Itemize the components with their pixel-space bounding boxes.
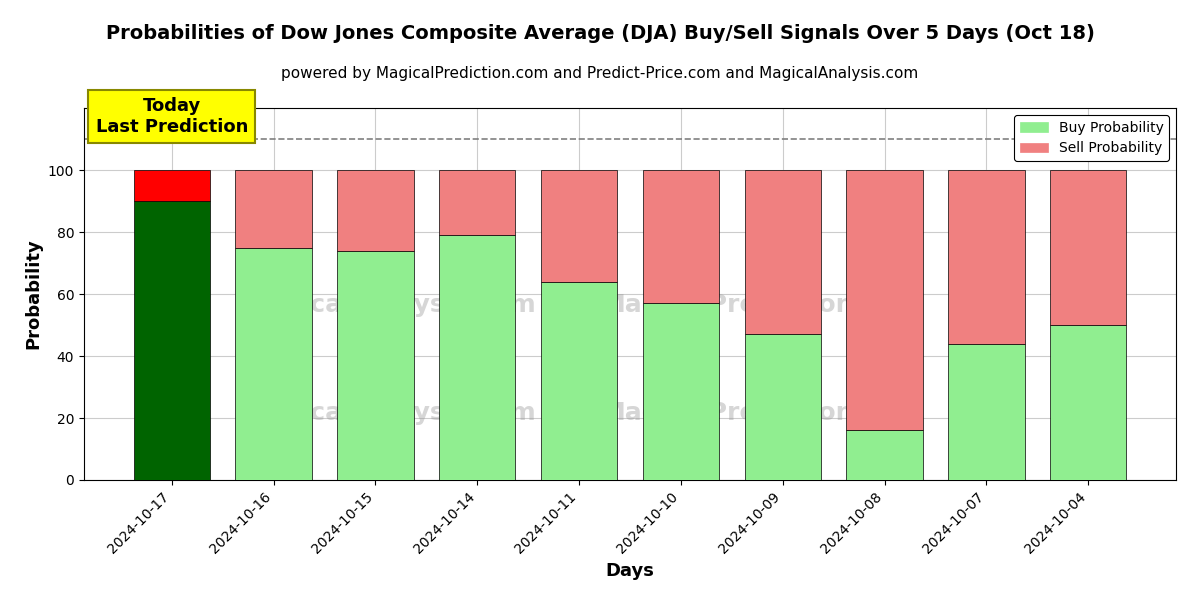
Bar <box>439 235 516 480</box>
Y-axis label: Probability: Probability <box>24 239 42 349</box>
Text: MagicalPrediction.com: MagicalPrediction.com <box>600 401 922 425</box>
Text: MagicalAnalysis.com: MagicalAnalysis.com <box>242 293 536 317</box>
Bar <box>744 170 821 334</box>
Bar <box>948 344 1025 480</box>
Legend: Buy Probability, Sell Probability: Buy Probability, Sell Probability <box>1014 115 1169 161</box>
Text: Probabilities of Dow Jones Composite Average (DJA) Buy/Sell Signals Over 5 Days : Probabilities of Dow Jones Composite Ave… <box>106 24 1094 43</box>
Bar <box>439 170 516 235</box>
X-axis label: Days: Days <box>606 562 654 580</box>
Bar <box>133 170 210 201</box>
Bar <box>846 430 923 480</box>
Bar <box>541 281 617 480</box>
Bar <box>1050 170 1127 325</box>
Text: Today
Last Prediction: Today Last Prediction <box>96 97 248 136</box>
Bar <box>1050 325 1127 480</box>
Bar <box>948 170 1025 344</box>
Bar <box>846 170 923 430</box>
Bar <box>643 304 719 480</box>
Bar <box>744 334 821 480</box>
Bar <box>337 170 414 251</box>
Bar <box>235 170 312 247</box>
Bar <box>337 251 414 480</box>
Text: MagicalAnalysis.com: MagicalAnalysis.com <box>242 401 536 425</box>
Bar <box>541 170 617 281</box>
Bar <box>643 170 719 304</box>
Text: MagicalPrediction.com: MagicalPrediction.com <box>600 293 922 317</box>
Bar <box>133 201 210 480</box>
Text: powered by MagicalPrediction.com and Predict-Price.com and MagicalAnalysis.com: powered by MagicalPrediction.com and Pre… <box>281 66 919 81</box>
Bar <box>235 247 312 480</box>
